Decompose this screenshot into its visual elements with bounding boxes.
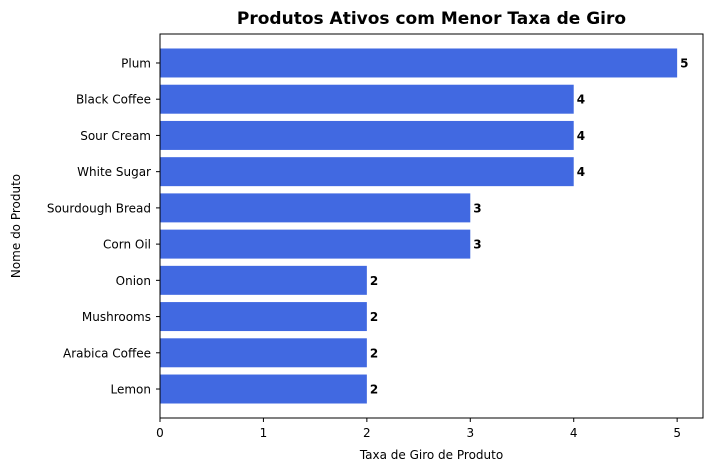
data-label-corn-oil: 3 — [473, 238, 481, 252]
y-tick-label-sour-cream: Sour Cream — [80, 129, 151, 143]
bar-arabica-coffee — [160, 338, 367, 368]
bar-white-sugar — [160, 157, 574, 187]
bars-layer: 5 4 4 4 3 3 2 2 2 2 — [160, 48, 689, 404]
bar-corn-oil — [160, 229, 471, 259]
x-axis-title: Taxa de Giro de Produto — [359, 448, 503, 462]
data-label-black-coffee: 4 — [577, 93, 585, 107]
y-tick-label-plum: Plum — [121, 56, 151, 70]
bar-sour-cream — [160, 120, 574, 150]
chart-title: Produtos Ativos com Menor Taxa de Giro — [237, 9, 626, 29]
bar-onion — [160, 265, 367, 295]
y-tick-label-arabica-coffee: Arabica Coffee — [63, 346, 151, 360]
y-tick-label-mushrooms: Mushrooms — [82, 310, 151, 324]
bar-mushrooms — [160, 302, 367, 332]
bar-black-coffee — [160, 84, 574, 114]
data-label-arabica-coffee: 2 — [370, 346, 378, 360]
y-axis-title: Nome do Produto — [9, 174, 23, 278]
data-label-sourdough-bread: 3 — [473, 201, 481, 215]
x-tick-label-4: 4 — [570, 426, 578, 440]
bar-plum — [160, 48, 678, 78]
y-tick-label-sourdough-bread: Sourdough Bread — [47, 201, 151, 215]
data-label-plum: 5 — [680, 56, 688, 70]
y-tick-label-onion: Onion — [116, 274, 151, 288]
data-label-onion: 2 — [370, 274, 378, 288]
y-tick-label-lemon: Lemon — [111, 383, 152, 397]
x-tick-label-5: 5 — [673, 426, 681, 440]
plot-area-frame — [159, 33, 704, 419]
y-tick-label-white-sugar: White Sugar — [77, 165, 151, 179]
data-label-sour-cream: 4 — [577, 129, 585, 143]
x-tick-label-0: 0 — [156, 426, 164, 440]
bar-sourdough-bread — [160, 193, 471, 223]
x-tick-label-3: 3 — [466, 426, 474, 440]
y-tick-label-black-coffee: Black Coffee — [76, 93, 151, 107]
bar-lemon — [160, 374, 367, 404]
axes-layer: Plum Black Coffee Sour Cream White Sugar Sou… — [47, 56, 681, 440]
x-tick-label-2: 2 — [363, 426, 371, 440]
data-label-mushrooms: 2 — [370, 310, 378, 324]
data-label-lemon: 2 — [370, 383, 378, 397]
data-label-white-sugar: 4 — [577, 165, 585, 179]
x-tick-label-1: 1 — [260, 426, 268, 440]
y-tick-label-corn-oil: Corn Oil — [103, 238, 151, 252]
